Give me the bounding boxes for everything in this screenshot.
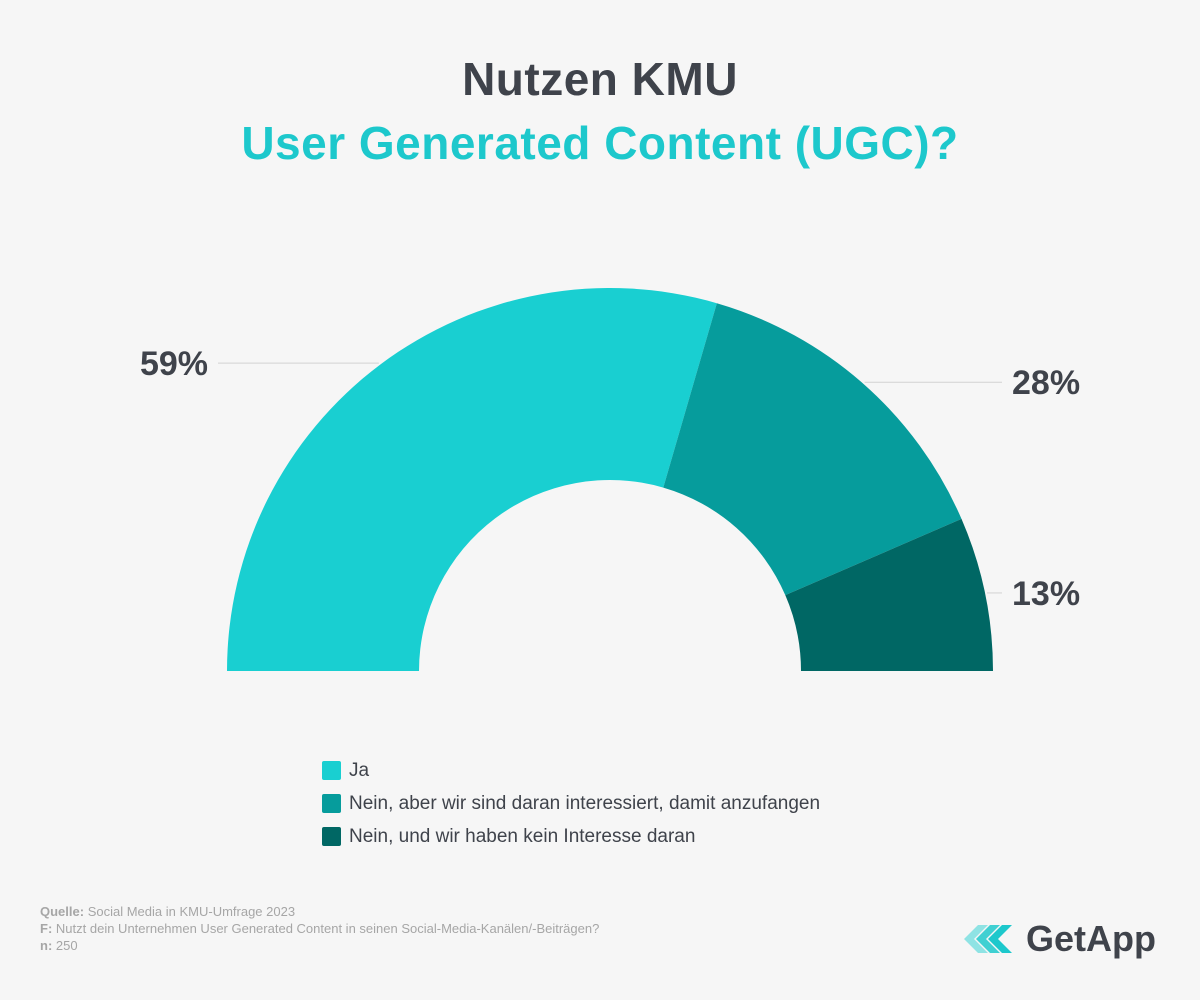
- legend-label: Ja: [349, 759, 370, 781]
- legend-label: Nein, und wir haben kein Interesse daran: [349, 825, 696, 847]
- data-label-nein-interessiert: 28%: [1012, 364, 1080, 402]
- source-footer: Quelle: Social Media in KMU-Umfrage 2023…: [40, 903, 599, 954]
- legend-label: Nein, aber wir sind daran interessiert, …: [349, 792, 821, 814]
- data-label-nein-kein-interesse: 13%: [1012, 575, 1080, 613]
- slice-nein-kein-interesse: [785, 518, 993, 671]
- legend-item-ja: Ja: [322, 754, 820, 787]
- source-line: Quelle: Social Media in KMU-Umfrage 2023: [40, 904, 296, 919]
- slice-nein-interessiert: [663, 303, 962, 596]
- getapp-logo-text: GetApp: [1026, 918, 1156, 959]
- chart-title: Nutzen KMU: [462, 53, 738, 105]
- question-line: F: Nutzt dein Unternehmen User Generated…: [40, 921, 600, 936]
- data-label-ja: 59%: [140, 345, 208, 383]
- slice-ja: [227, 287, 717, 671]
- legend-swatch: [322, 827, 341, 846]
- legend: Ja Nein, aber wir sind daran interessier…: [322, 754, 820, 853]
- getapp-logo[interactable]: GetApp: [964, 918, 1156, 960]
- getapp-logo-icon: [964, 925, 1012, 953]
- legend-item-nein-kein-interesse: Nein, und wir haben kein Interesse daran: [322, 820, 820, 853]
- legend-swatch: [322, 794, 341, 813]
- legend-item-nein-interessiert: Nein, aber wir sind daran interessiert, …: [322, 787, 820, 820]
- legend-swatch: [322, 761, 341, 780]
- chart-subtitle: User Generated Content (UGC)?: [241, 117, 959, 169]
- sample-size-line: n: 250: [40, 938, 78, 953]
